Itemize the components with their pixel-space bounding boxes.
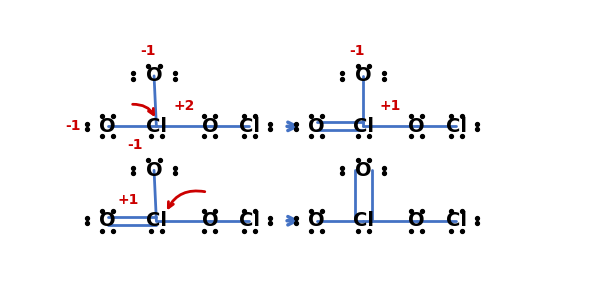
- Text: +1: +1: [380, 99, 401, 113]
- Text: Cl: Cl: [239, 117, 260, 136]
- Text: O: O: [308, 117, 325, 136]
- Text: Cl: Cl: [446, 211, 467, 230]
- Text: Cl: Cl: [146, 117, 167, 136]
- Text: O: O: [146, 66, 163, 86]
- Text: Cl: Cl: [446, 117, 467, 136]
- Text: -1: -1: [350, 44, 365, 58]
- Text: O: O: [355, 66, 371, 86]
- Text: -1: -1: [65, 119, 80, 133]
- Text: Cl: Cl: [239, 211, 260, 230]
- Text: Cl: Cl: [353, 211, 374, 230]
- Text: O: O: [99, 211, 116, 230]
- Text: O: O: [409, 211, 425, 230]
- Text: -1: -1: [140, 44, 156, 58]
- Text: O: O: [202, 211, 218, 230]
- Text: O: O: [146, 161, 163, 180]
- Text: Cl: Cl: [146, 211, 167, 230]
- Text: Cl: Cl: [353, 117, 374, 136]
- Text: +1: +1: [118, 193, 139, 207]
- Text: O: O: [355, 161, 371, 180]
- Text: O: O: [202, 117, 218, 136]
- Text: O: O: [308, 211, 325, 230]
- Text: O: O: [409, 117, 425, 136]
- Text: O: O: [99, 117, 116, 136]
- Text: +2: +2: [173, 99, 195, 113]
- Text: -1: -1: [128, 138, 143, 152]
